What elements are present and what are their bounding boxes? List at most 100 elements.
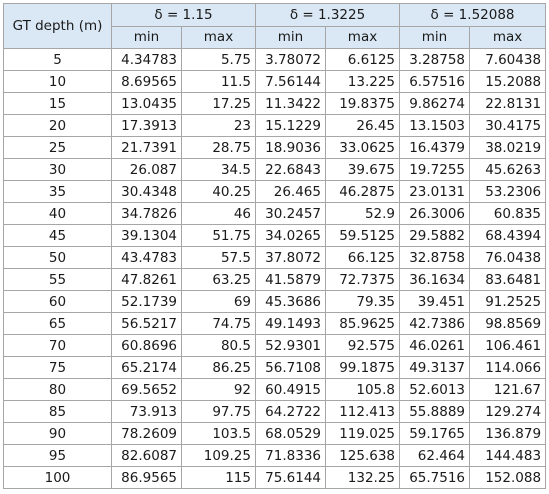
max-cell: 91.2525 bbox=[469, 290, 547, 313]
depth-cell: 5 bbox=[3, 48, 112, 71]
table-row: 95 82.6087 109.25 71.8336 125.638 62.464 144.4… bbox=[3, 444, 547, 467]
max-cell: 86.25 bbox=[181, 356, 256, 379]
group-header: δ = 1.52088 bbox=[399, 3, 547, 27]
max-cell: 97.75 bbox=[181, 400, 256, 423]
min-cell: 52.1739 bbox=[111, 290, 182, 313]
max-cell: 5.75 bbox=[181, 48, 256, 71]
min-cell: 32.8758 bbox=[399, 246, 471, 269]
min-cell: 4.34783 bbox=[111, 48, 182, 71]
table-row: 80 69.5652 92 60.4915 105.8 52.6013 121.67 bbox=[3, 378, 547, 401]
max-cell: 15.2088 bbox=[469, 70, 547, 93]
depth-cell: 50 bbox=[3, 246, 112, 269]
min-cell: 15.1229 bbox=[255, 114, 326, 137]
depth-cell: 85 bbox=[3, 400, 112, 423]
max-cell: 92 bbox=[181, 378, 256, 401]
max-cell: 132.25 bbox=[324, 466, 401, 489]
max-cell: 83.6481 bbox=[469, 268, 547, 291]
min-cell: 65.7516 bbox=[399, 466, 471, 489]
max-cell: 7.60438 bbox=[469, 48, 547, 71]
max-cell: 28.75 bbox=[181, 136, 256, 159]
depth-cell: 95 bbox=[3, 444, 112, 467]
max-cell: 51.75 bbox=[181, 224, 256, 247]
min-cell: 47.8261 bbox=[111, 268, 182, 291]
max-cell: 19.8375 bbox=[324, 92, 401, 115]
table-row: 25 21.7391 28.75 18.9036 33.0625 16.4379 38.02… bbox=[3, 136, 547, 159]
depth-cell: 20 bbox=[3, 114, 112, 137]
depth-cell: 15 bbox=[3, 92, 112, 115]
depth-cell: 75 bbox=[3, 356, 112, 379]
min-cell: 60.4915 bbox=[255, 378, 326, 401]
max-cell: 125.638 bbox=[324, 444, 401, 467]
subheader-max: max bbox=[324, 25, 401, 49]
min-cell: 56.5217 bbox=[111, 312, 182, 335]
depth-cell: 60 bbox=[3, 290, 112, 313]
min-cell: 30.2457 bbox=[255, 202, 326, 225]
max-cell: 66.125 bbox=[324, 246, 401, 269]
min-cell: 39.451 bbox=[399, 290, 471, 313]
table-row: 35 30.4348 40.25 26.465 46.2875 23.0131 53.230… bbox=[3, 180, 547, 203]
max-cell: 112.413 bbox=[324, 400, 401, 423]
table-row: 70 60.8696 80.5 52.9301 92.575 46.0261 106.461 bbox=[3, 334, 547, 357]
min-cell: 26.3006 bbox=[399, 202, 471, 225]
max-cell: 34.5 bbox=[181, 158, 256, 181]
max-cell: 121.67 bbox=[469, 378, 547, 401]
depth-cell: 35 bbox=[3, 180, 112, 203]
max-cell: 13.225 bbox=[324, 70, 401, 93]
max-cell: 109.25 bbox=[181, 444, 256, 467]
depth-cell: 55 bbox=[3, 268, 112, 291]
table-header: GT depth (m) δ = 1.15 δ = 1.3225 δ = 1.5… bbox=[3, 3, 547, 49]
table-row: 90 78.2609 103.5 68.0529 119.025 59.1765 136.8… bbox=[3, 422, 547, 445]
table-row: 45 39.1304 51.75 34.0265 59.5125 29.5882 68.43… bbox=[3, 224, 547, 247]
min-cell: 17.3913 bbox=[111, 114, 182, 137]
min-cell: 26.465 bbox=[255, 180, 326, 203]
subheader-max: max bbox=[469, 25, 547, 49]
group-header: δ = 1.15 bbox=[111, 3, 256, 27]
min-cell: 55.8889 bbox=[399, 400, 471, 423]
max-cell: 38.0219 bbox=[469, 136, 547, 159]
max-cell: 68.4394 bbox=[469, 224, 547, 247]
subheader-max: max bbox=[181, 25, 256, 49]
min-cell: 78.2609 bbox=[111, 422, 182, 445]
max-cell: 57.5 bbox=[181, 246, 256, 269]
min-cell: 52.9301 bbox=[255, 334, 326, 357]
max-cell: 74.75 bbox=[181, 312, 256, 335]
max-cell: 115 bbox=[181, 466, 256, 489]
min-cell: 21.7391 bbox=[111, 136, 182, 159]
min-cell: 71.8336 bbox=[255, 444, 326, 467]
min-cell: 65.2174 bbox=[111, 356, 182, 379]
min-cell: 9.86274 bbox=[399, 92, 471, 115]
max-cell: 46 bbox=[181, 202, 256, 225]
min-cell: 23.0131 bbox=[399, 180, 471, 203]
depth-cell: 70 bbox=[3, 334, 112, 357]
min-cell: 42.7386 bbox=[399, 312, 471, 335]
min-cell: 34.7826 bbox=[111, 202, 182, 225]
min-cell: 86.9565 bbox=[111, 466, 182, 489]
min-cell: 56.7108 bbox=[255, 356, 326, 379]
table-row: 85 73.913 97.75 64.2722 112.413 55.8889 129.27… bbox=[3, 400, 547, 423]
max-cell: 72.7375 bbox=[324, 268, 401, 291]
max-cell: 136.879 bbox=[469, 422, 547, 445]
min-cell: 7.56144 bbox=[255, 70, 326, 93]
max-cell: 152.088 bbox=[469, 466, 547, 489]
depth-cell: 65 bbox=[3, 312, 112, 335]
max-cell: 40.25 bbox=[181, 180, 256, 203]
min-cell: 49.1493 bbox=[255, 312, 326, 335]
table-body: 5 4.34783 5.75 3.78072 6.6125 3.28758 7.60438 1… bbox=[3, 48, 547, 489]
max-cell: 22.8131 bbox=[469, 92, 547, 115]
max-cell: 6.6125 bbox=[324, 48, 401, 71]
min-cell: 39.1304 bbox=[111, 224, 182, 247]
max-cell: 76.0438 bbox=[469, 246, 547, 269]
min-cell: 11.3422 bbox=[255, 92, 326, 115]
table-row: 30 26.087 34.5 22.6843 39.675 19.7255 45.6263 bbox=[3, 158, 547, 181]
subheader-min: min bbox=[399, 25, 471, 49]
max-cell: 129.274 bbox=[469, 400, 547, 423]
subheader-min: min bbox=[255, 25, 326, 49]
depth-cell: 10 bbox=[3, 70, 112, 93]
max-cell: 144.483 bbox=[469, 444, 547, 467]
min-cell: 37.8072 bbox=[255, 246, 326, 269]
max-cell: 59.5125 bbox=[324, 224, 401, 247]
corner-header: GT depth (m) bbox=[3, 3, 112, 49]
min-cell: 59.1765 bbox=[399, 422, 471, 445]
depth-cell: 90 bbox=[3, 422, 112, 445]
depth-cell: 80 bbox=[3, 378, 112, 401]
